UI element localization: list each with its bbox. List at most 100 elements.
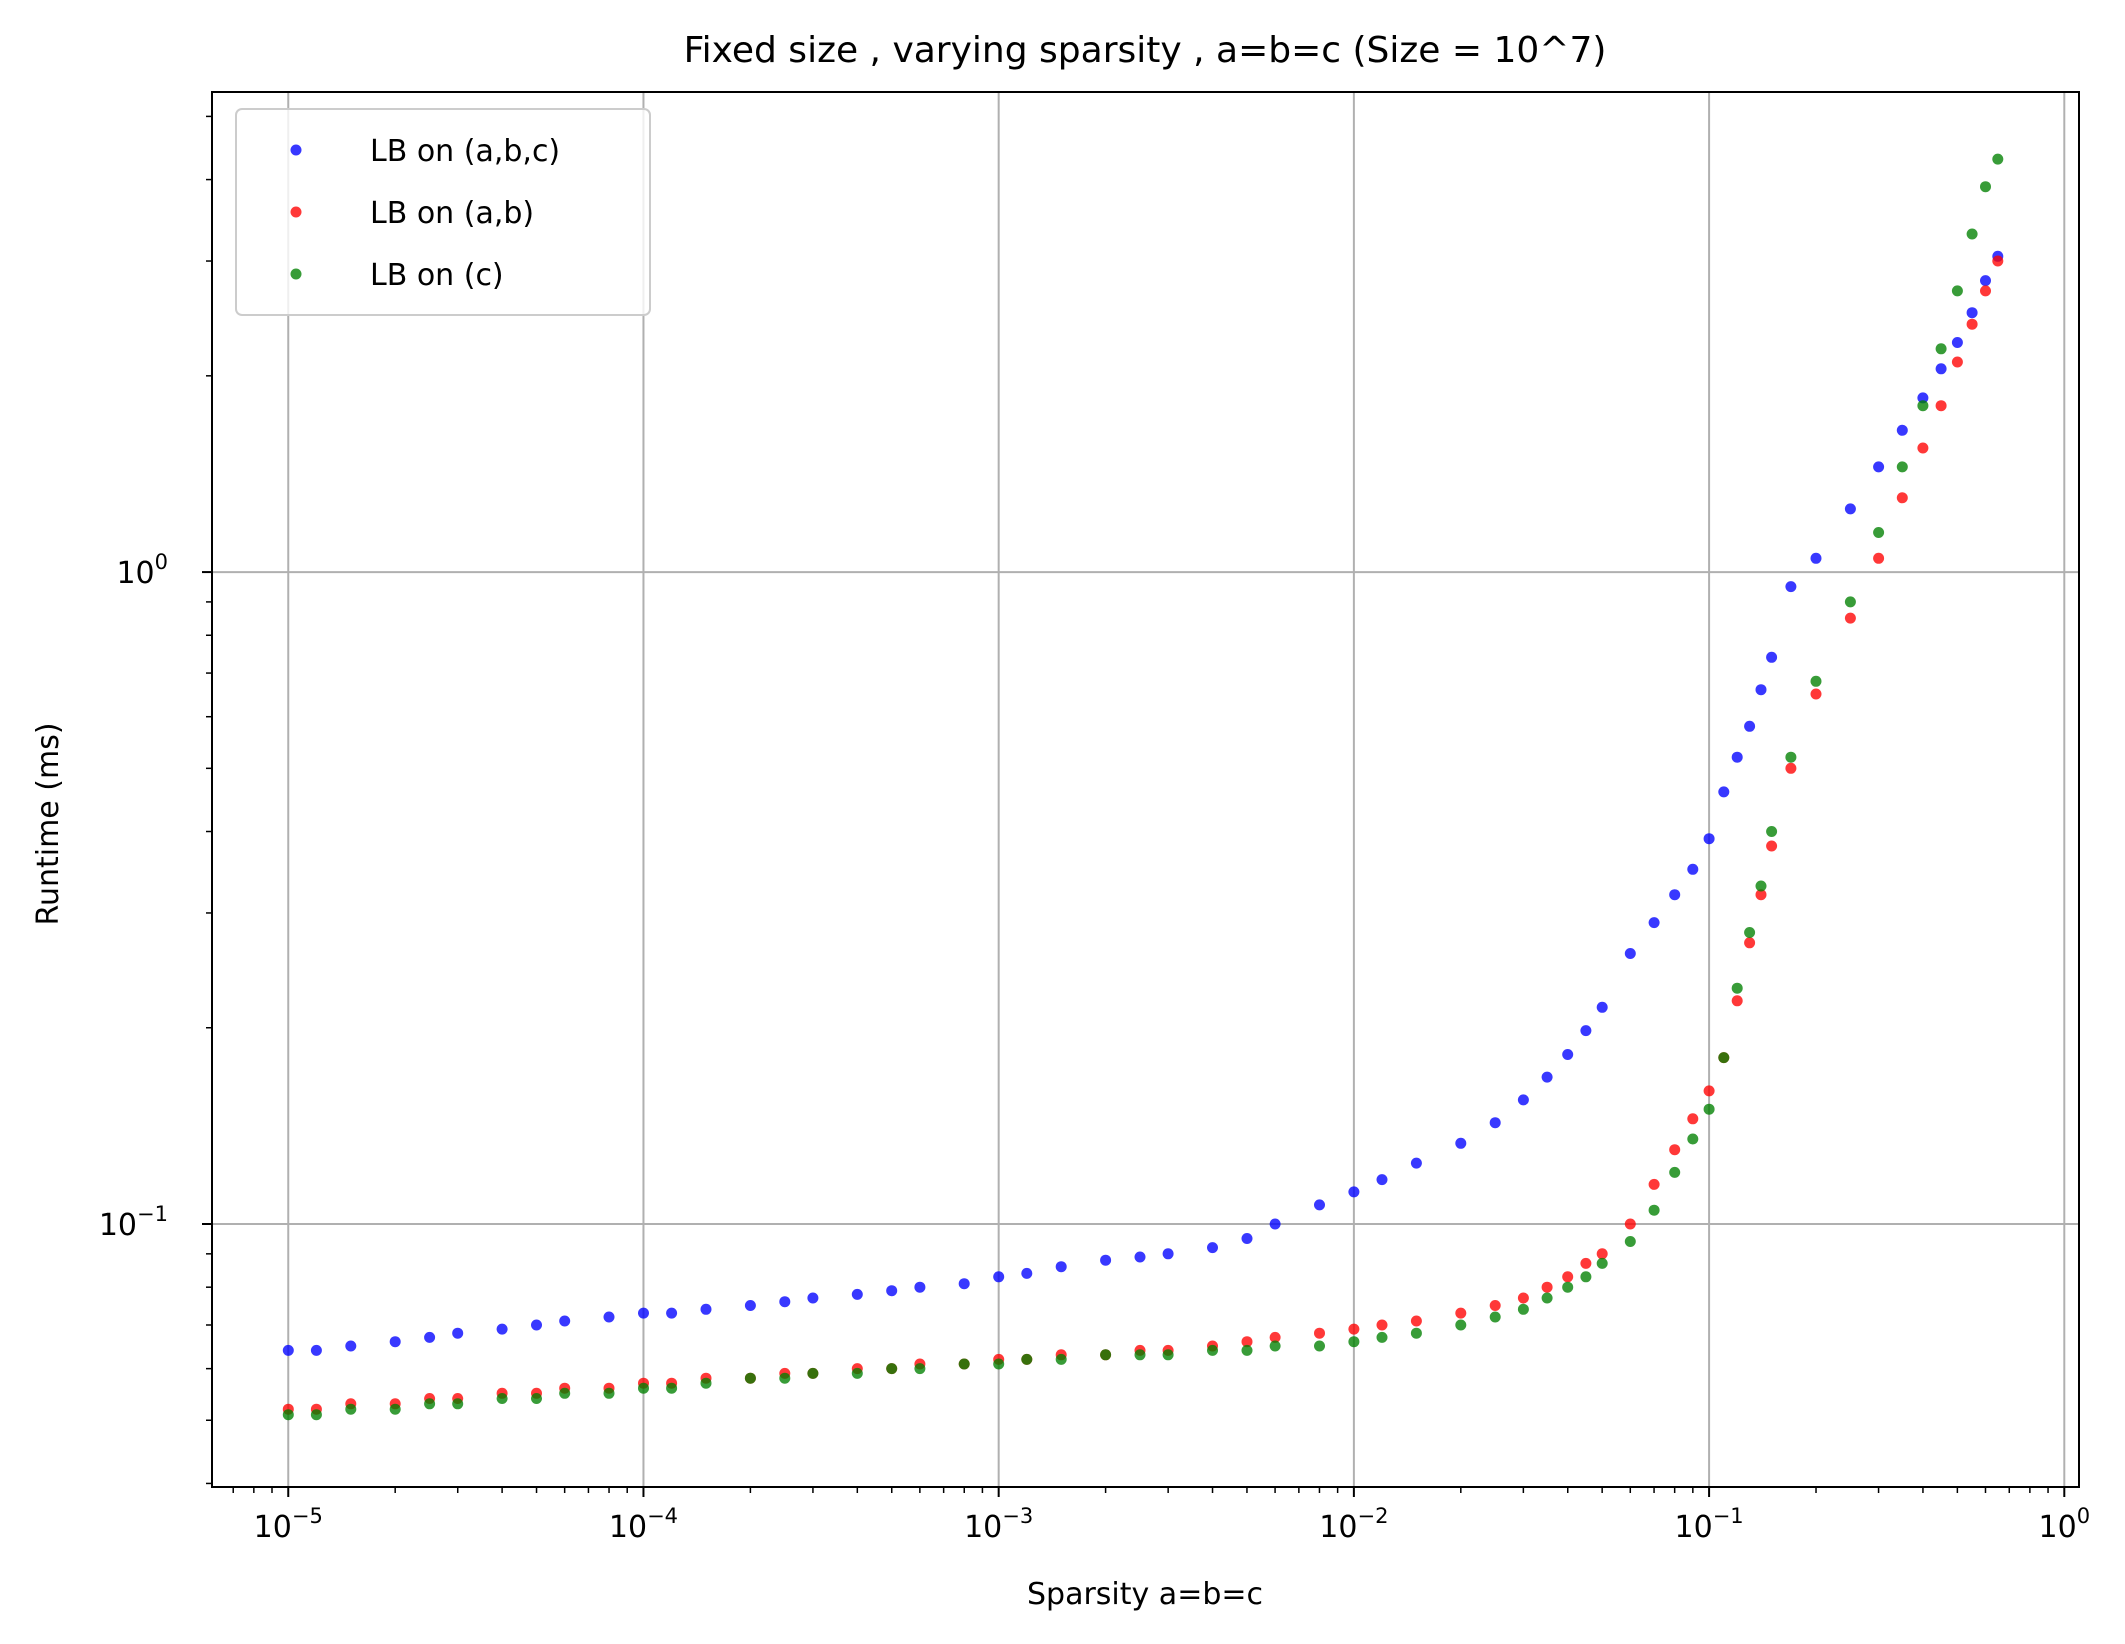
series-1-points xyxy=(282,250,2004,1356)
y-tick-label-exponent: −1 xyxy=(137,1202,168,1226)
data-point xyxy=(851,1367,863,1379)
data-point xyxy=(1980,275,1991,287)
x-tick-label-exponent: −5 xyxy=(292,1504,323,1528)
data-point xyxy=(1951,285,1963,297)
data-point xyxy=(914,1363,926,1375)
data-point xyxy=(1269,1218,1281,1230)
data-point xyxy=(1241,1336,1253,1348)
x-tick-label: 100 xyxy=(2039,1504,2091,1545)
data-point xyxy=(1100,1254,1112,1266)
data-point xyxy=(1021,1353,1033,1365)
data-point xyxy=(1489,1311,1501,1323)
data-point xyxy=(1562,1281,1574,1293)
data-point xyxy=(1844,503,1856,515)
data-point xyxy=(1489,1117,1501,1129)
data-point xyxy=(1596,1257,1608,1269)
data-point xyxy=(603,1311,615,1323)
data-point xyxy=(1455,1137,1467,1149)
x-tick-label-exponent: −2 xyxy=(1357,1504,1388,1528)
data-point xyxy=(1703,1103,1715,1115)
data-point xyxy=(1541,1281,1553,1293)
data-point xyxy=(1314,1199,1325,1211)
x-tick-label: 10−2 xyxy=(1319,1504,1388,1545)
data-point xyxy=(1207,1344,1218,1356)
data-point xyxy=(886,1363,898,1375)
x-tick-label: 10−1 xyxy=(1675,1504,1744,1545)
data-point xyxy=(1766,651,1778,663)
x-tick-label-base: 10 xyxy=(254,1510,292,1545)
data-point xyxy=(389,1336,401,1348)
data-point xyxy=(1785,581,1797,593)
data-point xyxy=(1376,1331,1388,1343)
x-tick-label: 10−3 xyxy=(964,1504,1033,1545)
data-point xyxy=(666,1307,678,1319)
data-point xyxy=(1410,1327,1422,1339)
data-point xyxy=(310,1409,322,1421)
data-point xyxy=(424,1331,436,1343)
data-point xyxy=(1810,552,1822,564)
data-point xyxy=(1687,1133,1699,1145)
x-axis-label: Sparsity a=b=c xyxy=(1027,1577,1263,1612)
data-point xyxy=(1596,1001,1608,1013)
data-point xyxy=(958,1358,970,1370)
data-point xyxy=(1455,1319,1467,1331)
data-point xyxy=(1873,527,1885,538)
data-point xyxy=(424,1398,436,1410)
data-point xyxy=(496,1323,508,1335)
data-point xyxy=(1648,917,1660,929)
data-point xyxy=(1718,786,1730,798)
y-tick-label: 100 xyxy=(116,550,168,591)
data-point xyxy=(1785,762,1797,774)
data-point xyxy=(1810,675,1822,687)
data-point xyxy=(1269,1340,1281,1352)
data-point xyxy=(1992,153,2004,165)
data-point xyxy=(310,1344,322,1356)
data-point xyxy=(1100,1349,1112,1361)
data-point xyxy=(958,1278,970,1290)
data-point xyxy=(1269,1331,1281,1343)
data-point xyxy=(1134,1251,1146,1263)
data-point xyxy=(1669,889,1681,901)
legend: LB on (a,b,c) LB on (a,b) LB on (c) xyxy=(235,108,651,316)
data-point xyxy=(1935,363,1947,375)
data-point xyxy=(1951,356,1963,368)
data-point xyxy=(1703,1085,1715,1097)
data-point xyxy=(1596,1248,1608,1260)
data-point xyxy=(1562,1271,1574,1283)
data-point xyxy=(1314,1340,1325,1352)
data-point xyxy=(1021,1267,1033,1279)
data-point xyxy=(1744,927,1756,938)
data-point xyxy=(700,1377,712,1389)
data-point xyxy=(851,1288,863,1300)
data-point xyxy=(1992,255,2004,267)
data-point xyxy=(1669,1166,1681,1178)
data-point xyxy=(345,1340,357,1352)
x-tick-label-base: 10 xyxy=(2039,1510,2077,1545)
data-point xyxy=(282,1409,294,1421)
data-point xyxy=(1703,833,1715,845)
data-point xyxy=(1517,1292,1529,1304)
data-point xyxy=(993,1271,1005,1283)
data-point xyxy=(559,1387,571,1399)
data-point xyxy=(1517,1303,1529,1315)
chart-title: Fixed size , varying sparsity , a=b=c (S… xyxy=(684,30,1607,71)
data-point xyxy=(1755,889,1767,901)
data-point xyxy=(1648,1204,1660,1216)
y-tick-label-base: 10 xyxy=(99,1208,137,1243)
plot-area-frame xyxy=(211,91,2080,1488)
x-tick-label: 10−4 xyxy=(609,1504,678,1545)
data-point xyxy=(282,1344,294,1356)
data-point xyxy=(638,1307,649,1319)
x-tick-label-base: 10 xyxy=(964,1510,1002,1545)
data-point xyxy=(1669,1144,1681,1156)
legend-items: LB on (a,b,c) LB on (a,b) LB on (c) xyxy=(290,134,560,293)
data-point xyxy=(1687,1113,1699,1125)
data-point xyxy=(1348,1323,1360,1335)
data-point xyxy=(1207,1242,1218,1254)
data-point xyxy=(1966,318,1978,330)
data-point xyxy=(452,1398,464,1410)
data-point xyxy=(1580,1025,1592,1037)
data-point xyxy=(1055,1353,1067,1365)
data-point xyxy=(1134,1349,1146,1361)
